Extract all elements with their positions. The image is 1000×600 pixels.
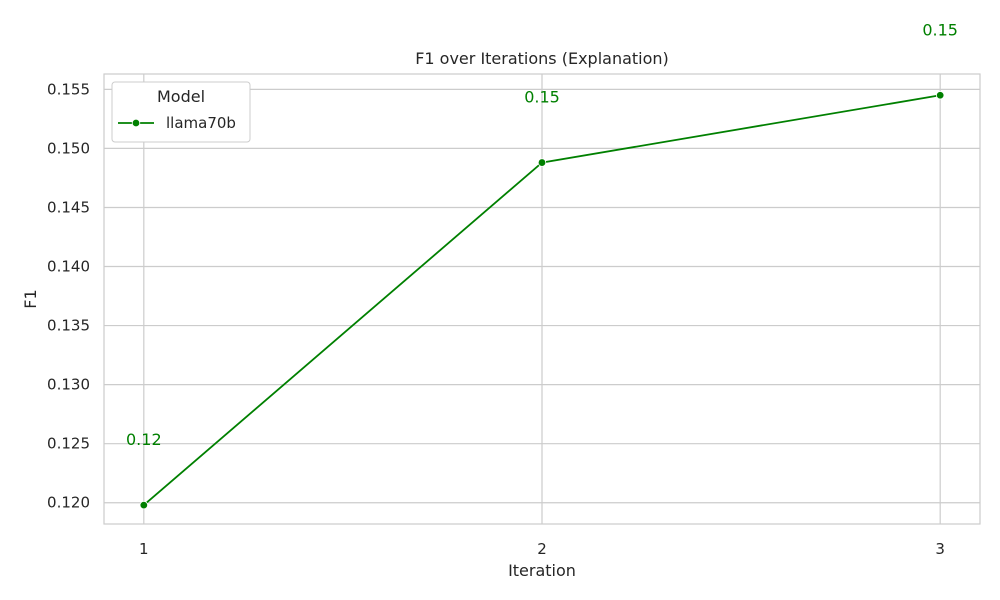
x-axis-label: Iteration (508, 561, 576, 580)
x-tick-label: 3 (935, 540, 945, 558)
y-tick-label: 0.140 (47, 258, 90, 276)
legend-series-marker (131, 118, 141, 128)
data-label: 0.15 (524, 88, 560, 107)
y-tick-label: 0.120 (47, 494, 90, 512)
grid-lines (104, 74, 980, 524)
data-point (537, 158, 547, 167)
y-tick-label: 0.130 (47, 376, 90, 394)
data-point (935, 91, 945, 100)
y-tick-label: 0.150 (47, 139, 90, 157)
y-tick-label: 0.125 (47, 435, 90, 453)
legend: Model llama70b (111, 81, 251, 143)
y-tick-label: 0.155 (47, 80, 90, 98)
x-tick-label: 1 (139, 540, 149, 558)
chart-title: F1 over Iterations (Explanation) (415, 49, 669, 68)
legend-title: Model (157, 87, 205, 106)
x-tick-label: 2 (537, 540, 547, 558)
legend-box (111, 81, 251, 143)
legend-series-name: llama70b (166, 114, 236, 132)
y-tick-label: 0.145 (47, 198, 90, 216)
data-label: 0.12 (126, 430, 162, 449)
data-label: 0.15 (922, 20, 958, 39)
y-axis-label: F1 (21, 289, 40, 308)
data-labels: 0.12 0.15 0.15 (126, 20, 958, 449)
series-layer (139, 91, 945, 510)
data-point (139, 500, 149, 510)
y-tick-label: 0.135 (47, 317, 90, 335)
tick-labels: 0.120 0.125 0.130 0.135 0.140 0.145 0.150 0.155… (47, 80, 945, 558)
plot-frame (103, 73, 981, 525)
